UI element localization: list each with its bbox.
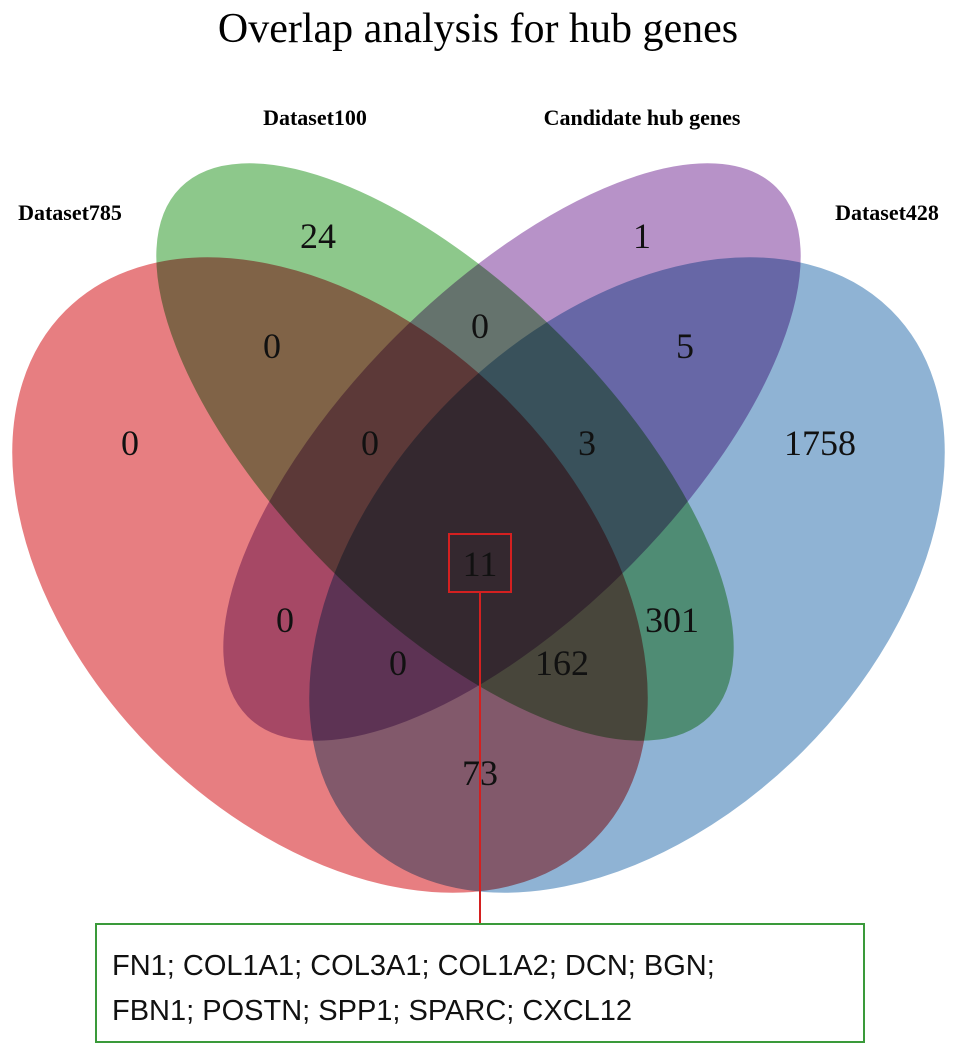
ellipse-dataset428 [307,255,947,895]
gene-list-box [95,923,865,1043]
count-only-dataset100: 24 [300,216,336,256]
count-all-four: 11 [463,544,498,584]
count-dataset100-candidate: 0 [471,306,489,346]
count-dataset785-dataset100-dataset428: 162 [535,643,589,683]
count-dataset100-candidate-dataset428: 3 [578,423,596,463]
gene-list-line-1: FN1; COL1A1; COL3A1; COL1A2; DCN; BGN; [112,950,715,982]
count-dataset785-dataset100: 0 [263,326,281,366]
set-label-dataset428: Dataset428 [835,200,939,225]
count-dataset785-candidate-dataset428: 0 [389,643,407,683]
count-dataset785-dataset100-candidate: 0 [361,423,379,463]
venn-ellipses [10,161,947,895]
count-only-dataset428: 1758 [784,423,856,463]
set-label-dataset785: Dataset785 [18,200,122,225]
chart-title: Overlap analysis for hub genes [218,6,738,52]
count-only-dataset785: 0 [121,423,139,463]
count-only-candidate: 1 [633,216,651,256]
gene-list-line-2: FBN1; POSTN; SPP1; SPARC; CXCL12 [112,995,632,1027]
count-dataset785-candidate: 0 [276,600,294,640]
set-label-candidate-hub-genes: Candidate hub genes [544,105,741,130]
count-candidate-dataset428: 5 [676,326,694,366]
count-dataset100-dataset428: 301 [645,600,699,640]
set-label-dataset100: Dataset100 [263,105,367,130]
